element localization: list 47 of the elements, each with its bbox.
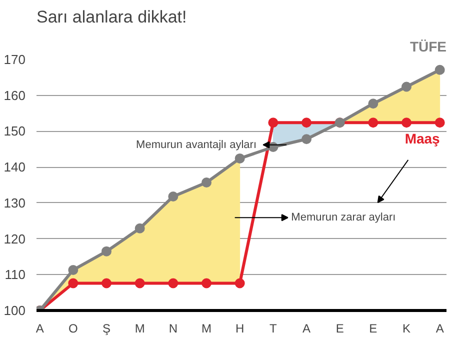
point	[202, 178, 212, 188]
point	[68, 264, 78, 275]
x-tick-label: E	[336, 322, 344, 336]
point	[134, 278, 145, 288]
point	[102, 278, 112, 288]
x-tick-label: A	[436, 322, 444, 336]
x-tick-label: Ş	[102, 322, 111, 336]
y-tick-label: 160	[4, 88, 26, 103]
y-tick-label: 150	[4, 124, 26, 139]
y-tick-label: 170	[4, 52, 26, 67]
point	[234, 153, 245, 164]
point	[402, 118, 412, 128]
x-tick-label: A	[36, 322, 44, 336]
annotation: Memurun zarar ayları	[291, 212, 396, 224]
point	[368, 118, 378, 128]
point	[134, 223, 145, 234]
point	[168, 278, 178, 288]
annotation: Memurun avantajlı ayları	[136, 138, 257, 151]
x-tick-label: N	[168, 322, 178, 336]
point	[302, 134, 312, 144]
x-tick-label: M	[202, 322, 212, 336]
point	[402, 82, 412, 92]
point	[302, 118, 312, 128]
y-tick-label: 100	[4, 303, 26, 318]
x-tick-label: E	[369, 322, 378, 336]
y-tick-label: 110	[4, 267, 26, 282]
point	[434, 118, 445, 128]
point	[234, 278, 245, 288]
chart-title: Sarı alanlara dikkat!	[36, 8, 187, 26]
point	[268, 118, 278, 128]
x-tick-label: M	[134, 322, 145, 336]
series-label: Maaş	[404, 130, 440, 147]
y-tick-label: 120	[4, 231, 26, 246]
x-tick-label: T	[270, 322, 278, 336]
series-label: TÜFE	[410, 38, 447, 54]
point	[168, 191, 178, 202]
x-tick-label: A	[302, 322, 311, 336]
x-tick-label: O	[68, 322, 78, 336]
point	[202, 278, 212, 288]
point	[368, 98, 378, 109]
x-tick-label: K	[402, 322, 411, 336]
y-tick-label: 130	[4, 195, 26, 210]
x-tick-label: H	[236, 322, 244, 336]
y-tick-label: 140	[4, 160, 26, 175]
point	[68, 278, 78, 288]
point	[434, 64, 445, 75]
point	[102, 246, 112, 256]
